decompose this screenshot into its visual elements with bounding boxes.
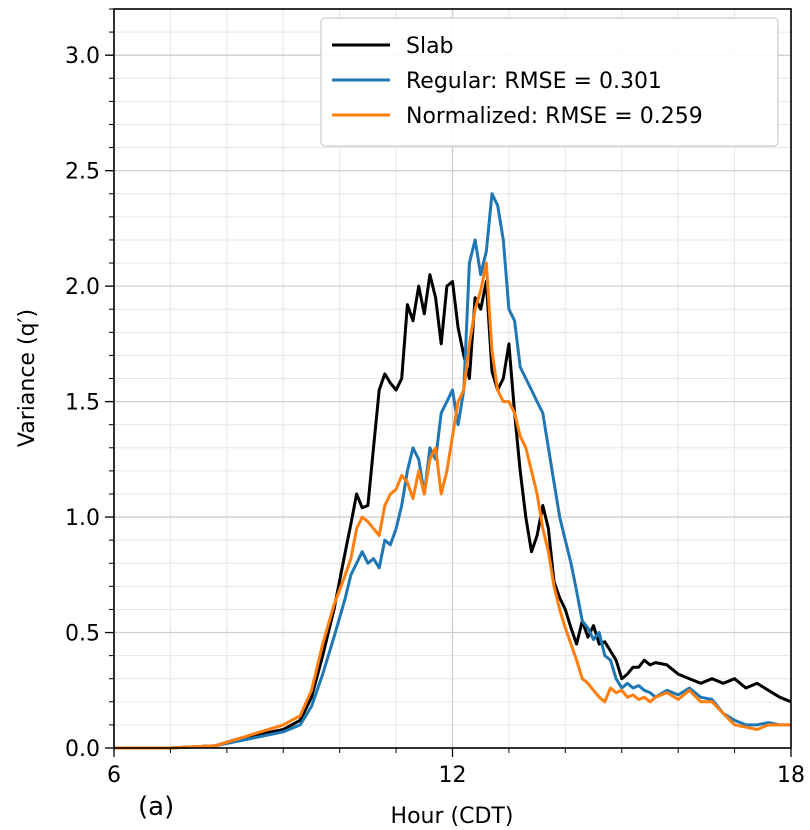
legend-entry-label: Regular: RMSE = 0.301	[406, 69, 662, 94]
y-tick-label: 2.5	[65, 160, 100, 185]
legend: Slab Regular: RMSE = 0.301 Normalized: RMS…	[320, 17, 779, 147]
panel-label: (a)	[138, 792, 174, 822]
axis-ticks: 6 12 18 0.0 0.5 1.0 1.5 2.0 2.5 3.0	[65, 8, 805, 788]
y-tick-label: 1.0	[65, 506, 100, 531]
y-tick-label: 3.0	[65, 44, 100, 69]
y-tick-label: 1.5	[65, 391, 100, 416]
series-line-2	[114, 261, 791, 750]
series-lines	[114, 192, 792, 750]
y-tick-label: 0.0	[65, 737, 100, 762]
series-line-1	[114, 192, 791, 750]
legend-entry-label: Slab	[406, 34, 454, 59]
series-line-0	[114, 273, 792, 750]
legend-box	[320, 17, 779, 147]
y-tick-label: 0.5	[65, 622, 100, 647]
y-axis-label: Variance (q′)	[15, 309, 40, 447]
legend-entry-label: Normalized: RMSE = 0.259	[406, 104, 703, 129]
x-tick-label: 12	[439, 763, 467, 788]
x-tick-label: 6	[107, 763, 121, 788]
x-axis-label: Hour (CDT)	[391, 804, 514, 829]
x-tick-label: 18	[777, 763, 805, 788]
y-tick-label: 2.0	[65, 275, 100, 300]
